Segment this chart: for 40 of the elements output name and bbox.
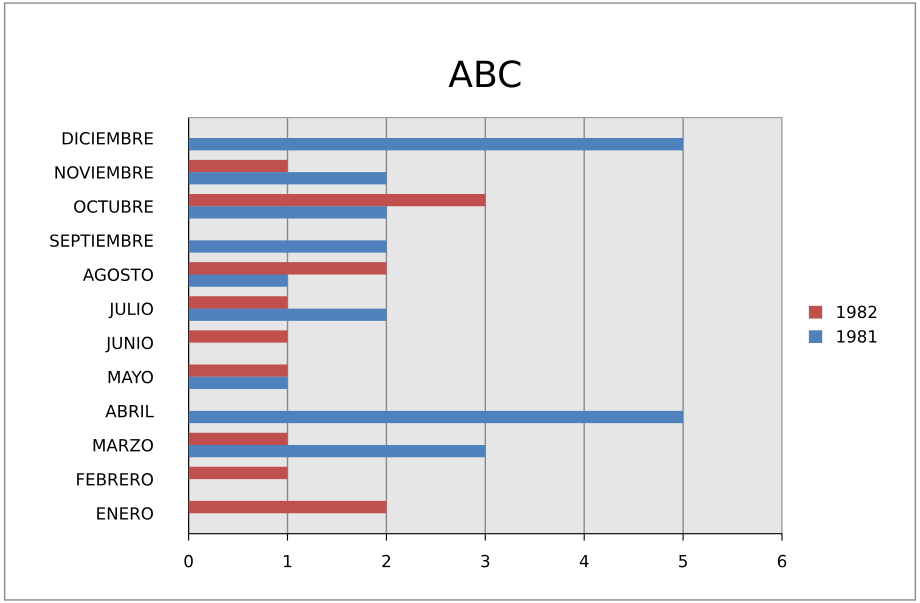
y-tick-label: ENERO bbox=[97, 507, 153, 520]
x-tick-label: 1 bbox=[284, 555, 292, 568]
bar bbox=[188, 138, 684, 150]
bar bbox=[188, 206, 386, 219]
y-tick-label: JULIO bbox=[108, 302, 153, 318]
x-tick-label: 2 bbox=[382, 554, 390, 568]
y-tick-label: NOVIEMBRE bbox=[55, 166, 153, 179]
legend-label: 1982 bbox=[837, 306, 876, 318]
bar bbox=[188, 296, 288, 309]
x-tick-label: 6 bbox=[778, 554, 786, 568]
y-tick-label: SEPTIEMBRE bbox=[50, 234, 153, 247]
bar bbox=[188, 330, 288, 343]
bar bbox=[188, 410, 684, 424]
bar bbox=[188, 466, 288, 480]
bar bbox=[188, 274, 288, 287]
y-tick-label: MARZO bbox=[94, 438, 153, 452]
y-tick-label: OCTUBRE bbox=[74, 200, 153, 213]
y-tick-label: FEBRERO bbox=[77, 473, 153, 486]
bar bbox=[188, 376, 288, 390]
bar bbox=[188, 500, 386, 514]
legend-label: 1981 bbox=[837, 330, 876, 343]
y-tick-label: ABRIL bbox=[105, 405, 154, 418]
bar bbox=[188, 172, 386, 184]
bar bbox=[188, 364, 288, 377]
bar bbox=[188, 262, 386, 274]
bar bbox=[188, 240, 386, 253]
chart-title: ABC bbox=[448, 60, 520, 88]
y-tick-label: DICIEMBRE bbox=[62, 132, 153, 145]
x-tick-label: 5 bbox=[679, 555, 687, 568]
x-tick-label: 4 bbox=[580, 555, 589, 568]
y-tick-label: MAYO bbox=[108, 370, 153, 384]
bar bbox=[188, 308, 386, 321]
x-tick-label: 3 bbox=[481, 554, 490, 568]
y-tick-label: AGOSTO bbox=[82, 268, 153, 282]
x-tick-label: 0 bbox=[184, 554, 193, 568]
bar bbox=[188, 432, 288, 445]
y-tick-label: JUNIO bbox=[105, 336, 153, 352]
bar bbox=[188, 444, 486, 458]
bar bbox=[188, 160, 288, 172]
bar bbox=[188, 194, 486, 206]
